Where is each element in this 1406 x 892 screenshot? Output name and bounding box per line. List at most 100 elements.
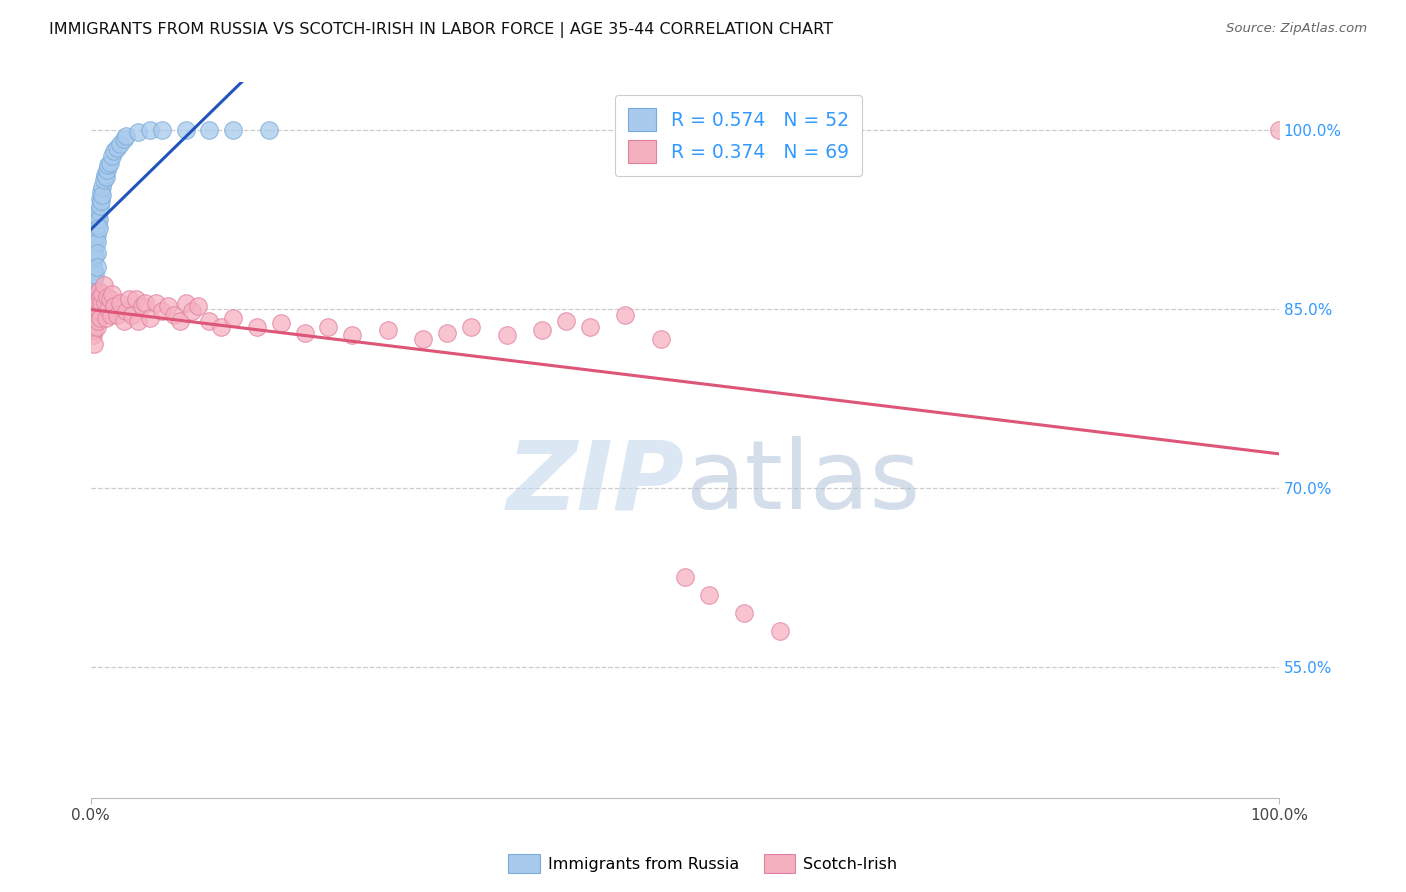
Text: Source: ZipAtlas.com: Source: ZipAtlas.com	[1226, 22, 1367, 36]
Point	[127, 125, 149, 139]
Point	[377, 323, 399, 337]
Point	[90, 194, 112, 209]
Point	[84, 248, 107, 262]
Point	[294, 326, 316, 340]
Point	[150, 122, 173, 136]
Point	[97, 301, 120, 316]
Point	[150, 304, 173, 318]
Point	[80, 268, 103, 283]
Point	[93, 277, 115, 292]
Point	[83, 292, 105, 306]
Point	[91, 287, 114, 301]
Point	[733, 606, 755, 620]
Point	[340, 327, 363, 342]
Point	[555, 313, 578, 327]
Point	[412, 332, 434, 346]
Point	[174, 122, 197, 136]
Point	[139, 311, 162, 326]
Point	[270, 316, 292, 330]
Point	[89, 311, 111, 326]
Point	[614, 308, 637, 322]
Point	[89, 192, 111, 206]
Point	[105, 308, 128, 322]
Point	[82, 248, 104, 262]
Point	[87, 218, 110, 232]
Point	[578, 319, 600, 334]
Point	[82, 256, 104, 270]
Point	[83, 337, 105, 351]
Point	[174, 295, 197, 310]
Point	[112, 313, 135, 327]
Point	[86, 227, 108, 242]
Point	[87, 295, 110, 310]
Point	[139, 122, 162, 136]
Point	[121, 308, 143, 322]
Point	[86, 301, 108, 316]
Point	[460, 319, 482, 334]
Point	[86, 260, 108, 274]
Point	[117, 292, 139, 306]
Point	[156, 299, 179, 313]
Text: ZIP: ZIP	[508, 436, 685, 530]
Point	[89, 290, 111, 304]
Point	[86, 235, 108, 249]
Point	[83, 251, 105, 265]
Point	[86, 319, 108, 334]
Point	[96, 163, 118, 178]
Point	[84, 268, 107, 283]
Point	[87, 304, 110, 318]
Point	[84, 287, 107, 301]
Point	[94, 170, 117, 185]
Point	[96, 290, 118, 304]
Point	[82, 304, 104, 318]
Point	[198, 313, 221, 327]
Point	[83, 242, 105, 256]
Point	[84, 308, 107, 322]
Point	[115, 128, 138, 143]
Point	[80, 276, 103, 290]
Point	[673, 570, 696, 584]
Point	[89, 199, 111, 213]
Point	[97, 158, 120, 172]
Point	[1268, 122, 1291, 136]
Point	[187, 299, 209, 313]
Point	[87, 203, 110, 218]
Point	[80, 316, 103, 330]
Point	[86, 245, 108, 260]
Point	[697, 588, 720, 602]
Point	[100, 308, 122, 322]
Point	[103, 299, 125, 313]
Point	[127, 313, 149, 327]
Point	[87, 313, 110, 327]
Point	[650, 332, 672, 346]
Text: atlas: atlas	[685, 436, 920, 530]
Point	[222, 122, 245, 136]
Point	[316, 319, 339, 334]
Point	[83, 263, 105, 277]
Point	[87, 284, 110, 298]
Point	[209, 319, 232, 334]
Point	[80, 283, 103, 297]
Point	[110, 295, 132, 310]
Point	[101, 287, 124, 301]
Point	[145, 295, 167, 310]
Point	[163, 308, 186, 322]
Point	[82, 277, 104, 292]
Point	[94, 295, 117, 310]
Point	[82, 327, 104, 342]
Point	[436, 326, 458, 340]
Point	[98, 292, 121, 306]
Point	[94, 311, 117, 326]
Point	[91, 188, 114, 202]
Point	[94, 168, 117, 182]
Point	[90, 295, 112, 310]
Point	[84, 235, 107, 250]
Point	[90, 185, 112, 199]
Point	[83, 272, 105, 286]
Point	[82, 263, 104, 277]
Point	[83, 323, 105, 337]
Point	[82, 272, 104, 286]
Point	[112, 132, 135, 146]
Point	[103, 144, 125, 158]
Point	[87, 220, 110, 235]
